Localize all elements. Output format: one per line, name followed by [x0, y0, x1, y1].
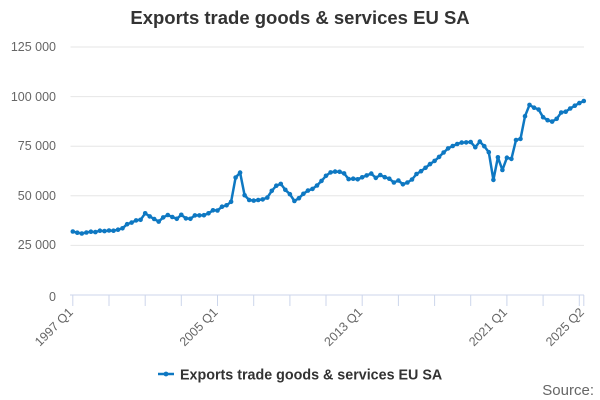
- svg-text:Exports trade goods & services: Exports trade goods & services EU SA: [180, 368, 442, 384]
- svg-text:2013 Q1: 2013 Q1: [322, 305, 366, 349]
- svg-text:2025 Q2: 2025 Q2: [543, 305, 587, 349]
- svg-text:1997 Q1: 1997 Q1: [32, 305, 76, 349]
- svg-text:2021 Q1: 2021 Q1: [466, 305, 510, 349]
- svg-text:2005 Q1: 2005 Q1: [177, 305, 221, 349]
